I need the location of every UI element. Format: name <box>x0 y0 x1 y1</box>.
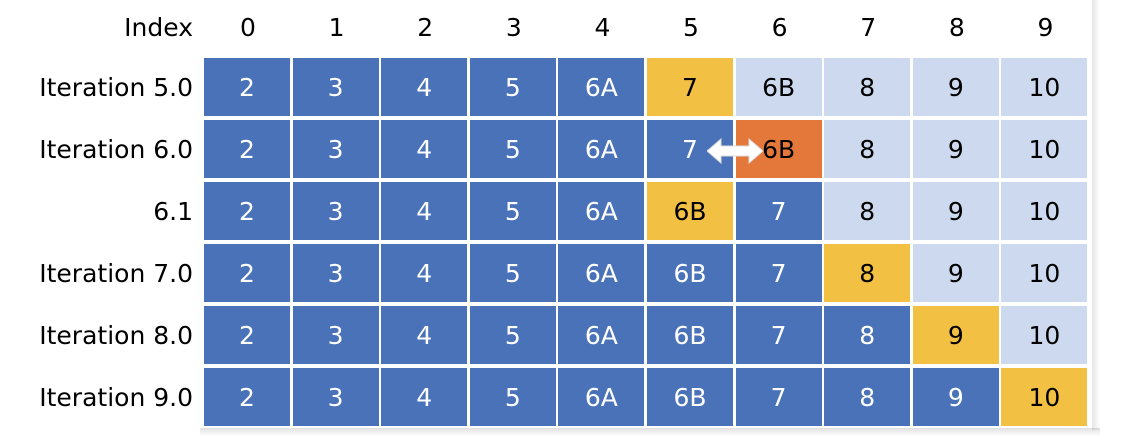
array-cell: 6B <box>647 368 733 426</box>
array-cell: 9 <box>912 120 999 178</box>
array-cell: 9 <box>912 244 999 302</box>
array-cell: 2 <box>204 120 290 178</box>
array-cell: 6B <box>647 306 733 364</box>
array-cell: 7 <box>647 58 733 116</box>
array-cell: 6A <box>558 306 645 364</box>
array-cell: 6B <box>735 58 822 116</box>
array-cell: 3 <box>292 182 379 240</box>
array-cell: 3 <box>292 306 379 364</box>
array-cell: 9 <box>912 368 999 426</box>
array-cell: 10 <box>1001 368 1088 426</box>
array-cell: 6A <box>558 182 645 240</box>
array-cell: 4 <box>381 58 468 116</box>
index-header-6: 6 <box>771 13 788 42</box>
array-cell: 6A <box>558 368 645 426</box>
index-header-5: 5 <box>683 13 699 42</box>
index-header-7: 7 <box>860 13 877 42</box>
array-cell: 2 <box>204 58 290 116</box>
array-cell: 9 <box>912 58 999 116</box>
index-header-3: 3 <box>505 13 522 42</box>
index-header-4: 4 <box>594 13 611 42</box>
row-label: 6.1 <box>153 197 193 226</box>
array-cell: 4 <box>381 120 468 178</box>
array-cell: 5 <box>469 58 556 116</box>
array-cell: 2 <box>204 306 290 364</box>
array-cell: 10 <box>1001 244 1088 302</box>
index-header-9: 9 <box>1037 13 1054 42</box>
array-cell: 3 <box>292 244 379 302</box>
array-cell: 5 <box>469 306 556 364</box>
array-cell: 4 <box>381 182 468 240</box>
array-cell: 3 <box>292 120 379 178</box>
array-cell: 5 <box>469 182 556 240</box>
index-header-2: 2 <box>417 13 434 42</box>
array-cell: 5 <box>469 120 556 178</box>
array-cell: 2 <box>204 182 290 240</box>
array-cell: 8 <box>824 368 911 426</box>
frame-shadow-bottom <box>200 428 1100 436</box>
array-cell: 7 <box>735 368 822 426</box>
row-label: Iteration 9.0 <box>39 383 193 412</box>
array-cell: 10 <box>1001 182 1088 240</box>
array-cell: 7 <box>735 182 822 240</box>
row-label: Iteration 8.0 <box>39 321 193 350</box>
array-cell: 7 <box>735 306 822 364</box>
frame-shadow-right <box>1092 0 1100 430</box>
array-cell: 2 <box>204 368 290 426</box>
double-arrow-icon <box>707 137 763 165</box>
array-cell: 5 <box>469 244 556 302</box>
row-label: Iteration 5.0 <box>39 73 193 102</box>
array-cell: 6A <box>558 120 645 178</box>
index-header-0: 0 <box>240 13 256 42</box>
array-cell: 8 <box>824 306 911 364</box>
array-cell: 6A <box>558 244 645 302</box>
array-cell: 6B <box>647 244 733 302</box>
array-cell: 9 <box>912 306 999 364</box>
array-cell: 3 <box>292 58 379 116</box>
index-header-label: Index <box>124 13 193 42</box>
array-cell: 3 <box>292 368 379 426</box>
row-label: Iteration 7.0 <box>39 259 193 288</box>
array-cell: 8 <box>824 58 911 116</box>
array-cell: 7 <box>735 244 822 302</box>
array-cell: 4 <box>381 306 468 364</box>
array-cell: 9 <box>912 182 999 240</box>
array-cell: 8 <box>824 244 911 302</box>
array-cell: 8 <box>824 182 911 240</box>
array-cell: 10 <box>1001 120 1088 178</box>
array-cell: 10 <box>1001 306 1088 364</box>
index-header-1: 1 <box>328 13 345 42</box>
row-label: Iteration 6.0 <box>39 135 193 164</box>
array-cell: 10 <box>1001 58 1088 116</box>
array-cell: 6B <box>647 182 733 240</box>
array-cell: 8 <box>824 120 911 178</box>
array-cell: 2 <box>204 244 290 302</box>
array-cell: 4 <box>381 368 468 426</box>
array-cell: 4 <box>381 244 468 302</box>
array-cell: 5 <box>469 368 556 426</box>
index-header-8: 8 <box>948 13 965 42</box>
array-cell: 6A <box>558 58 645 116</box>
